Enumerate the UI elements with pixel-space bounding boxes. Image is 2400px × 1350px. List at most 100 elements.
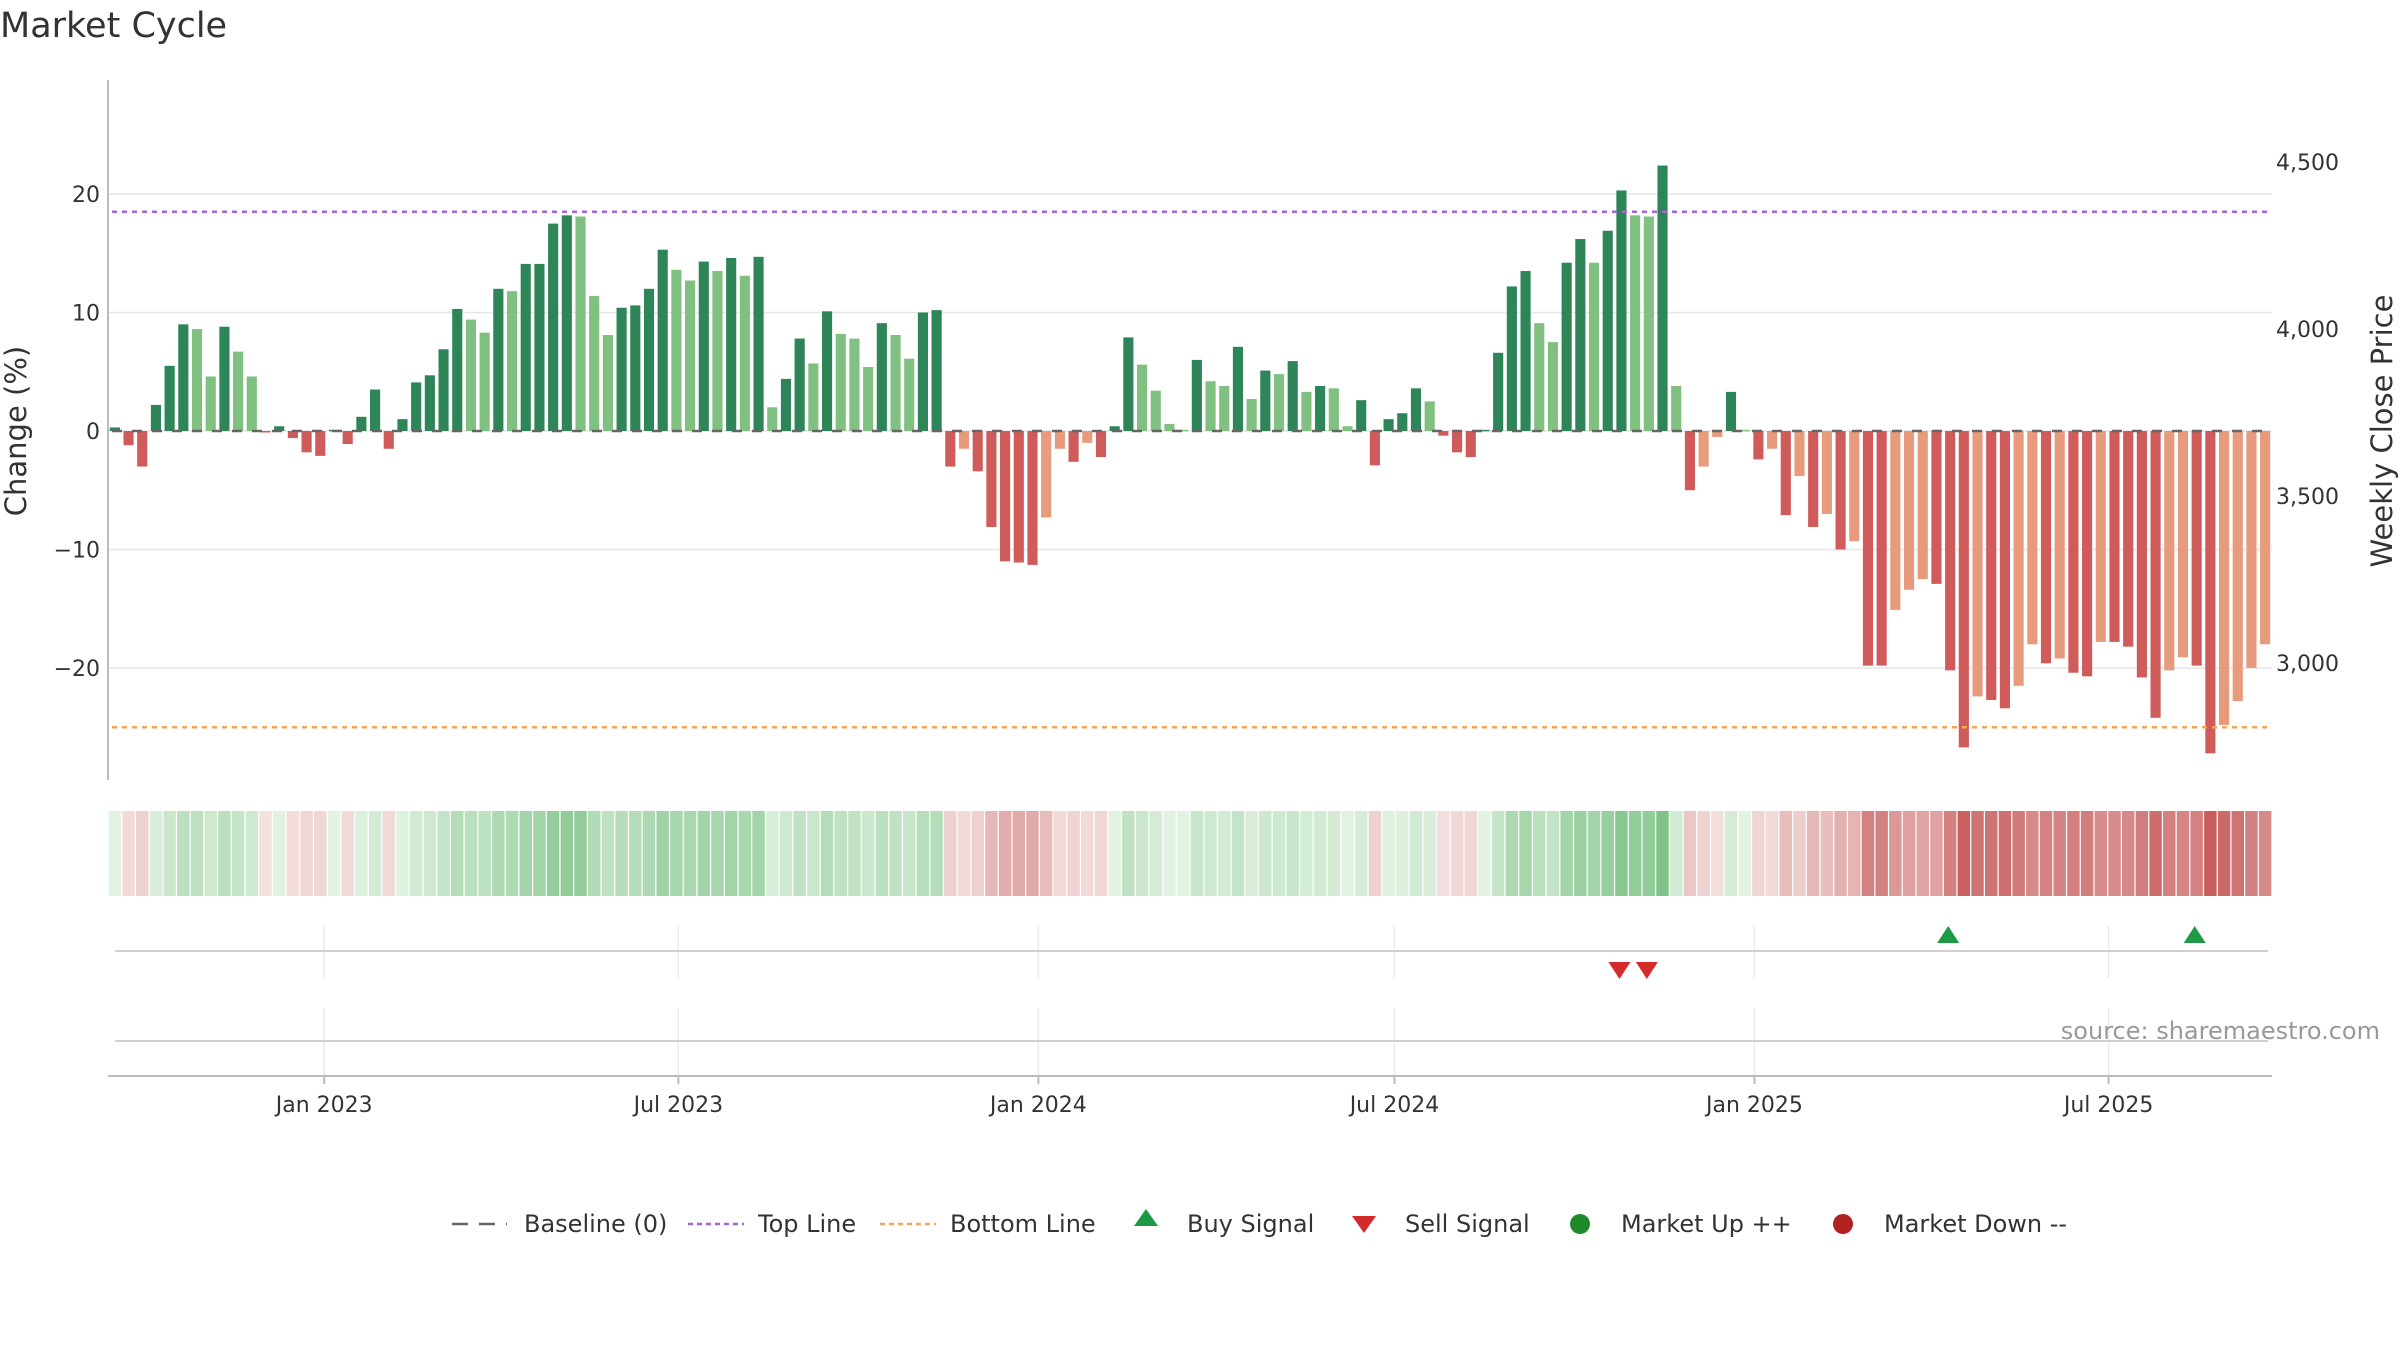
- heat-cell: [1081, 811, 1094, 896]
- bar: [1903, 431, 1915, 590]
- heat-cell: [1902, 811, 1916, 896]
- bar: [1246, 399, 1257, 431]
- heat-cell: [1587, 811, 1601, 896]
- heat-cell: [1560, 811, 1573, 896]
- bar: [863, 367, 874, 431]
- bar: [260, 431, 271, 433]
- legend-label: Bottom Line: [950, 1210, 1096, 1238]
- heat-cell: [1738, 811, 1751, 896]
- heat-cell: [546, 811, 560, 896]
- legend-label: Baseline (0): [524, 1210, 667, 1238]
- bar: [233, 351, 244, 431]
- bar: [219, 326, 230, 431]
- bar: [411, 382, 422, 431]
- heat-cell: [437, 811, 450, 896]
- bar: [123, 431, 134, 446]
- heat-cell: [985, 811, 998, 896]
- bar: [1328, 388, 1339, 431]
- bar: [1534, 323, 1545, 431]
- bar: [150, 404, 162, 431]
- heat-cell: [2176, 811, 2190, 896]
- chart-title: Market Cycle: [0, 6, 228, 46]
- legend-market-down-icon: [1833, 1214, 1853, 1234]
- heat-cell: [1916, 811, 1929, 896]
- heat-cell: [998, 811, 1012, 896]
- heat-cell: [2039, 811, 2053, 896]
- bar: [520, 263, 531, 431]
- heat-cell: [1286, 811, 1299, 896]
- heat-cell: [2135, 811, 2149, 896]
- bar: [2040, 431, 2052, 664]
- bar: [1931, 431, 1942, 584]
- bar: [657, 249, 668, 431]
- heat-cell: [1998, 811, 2012, 896]
- heat-cell: [1834, 811, 1847, 896]
- bar: [1383, 419, 1394, 431]
- reference-lines: [112, 210, 2272, 729]
- heat-cell: [135, 811, 149, 896]
- heat-cell: [629, 811, 642, 896]
- y-tick-label-right: 3,500: [2276, 485, 2339, 510]
- bar: [383, 431, 394, 449]
- heat-cell: [1820, 811, 1834, 896]
- bar: [2246, 431, 2257, 668]
- heat-cell: [409, 811, 423, 896]
- heat-cell: [2012, 811, 2025, 896]
- heat-cell: [108, 811, 122, 896]
- legend-buy-icon: [1134, 1209, 1158, 1226]
- heat-cell: [1889, 811, 1902, 896]
- bar: [1739, 429, 1750, 432]
- bar: [1506, 286, 1517, 431]
- heat-cell: [505, 811, 519, 896]
- bar: [1794, 431, 1805, 477]
- heat-cell: [1204, 811, 1217, 896]
- bar: [1424, 401, 1435, 431]
- bar: [370, 389, 381, 431]
- sell-signal-marker: [1608, 962, 1631, 979]
- bar: [808, 363, 819, 431]
- bar: [1000, 431, 1011, 562]
- legend-label: Market Down --: [1884, 1210, 2067, 1238]
- heat-cell: [1053, 811, 1067, 896]
- y-tick-label-right: 4,000: [2276, 318, 2339, 343]
- bar: [287, 431, 298, 439]
- bar: [794, 338, 805, 431]
- bar: [1890, 431, 1901, 610]
- bar: [2136, 431, 2147, 678]
- heat-cell: [451, 811, 464, 896]
- heat-cell: [286, 811, 300, 896]
- bar: [1835, 431, 1846, 550]
- x-tick-label: Jul 2023: [632, 1093, 724, 1118]
- bar: [2109, 431, 2120, 642]
- bar: [1712, 431, 1723, 437]
- heat-cell: [1533, 811, 1546, 896]
- heat-cell: [1382, 811, 1395, 896]
- bar: [137, 431, 148, 467]
- bar: [1917, 431, 1928, 580]
- bar: [1109, 426, 1120, 431]
- bar: [548, 223, 559, 431]
- y-tick-label-left: 20: [72, 183, 100, 208]
- bar: [1561, 262, 1572, 431]
- heat-cell: [957, 811, 971, 896]
- x-tick-label: Jul 2024: [1348, 1093, 1440, 1118]
- heat-cell: [1519, 811, 1532, 896]
- bar: [1630, 215, 1641, 431]
- heat-cell: [177, 811, 190, 896]
- heat-cell: [1752, 811, 1765, 896]
- bar: [1041, 431, 1052, 518]
- bar: [643, 288, 655, 431]
- heat-cell: [2080, 811, 2094, 896]
- x-tick-label: Jan 2023: [274, 1093, 373, 1118]
- bar: [1095, 431, 1107, 458]
- legend: Baseline (0) Top Line Bottom Line Buy Signa…: [452, 1209, 2067, 1238]
- bar: [1616, 190, 1627, 431]
- heat-cell: [1190, 811, 1204, 896]
- heat-cell: [1108, 811, 1121, 896]
- heat-cell: [1094, 811, 1108, 896]
- bar: [1547, 342, 1559, 431]
- heat-cell: [670, 811, 683, 896]
- bar: [945, 431, 956, 467]
- heat-cell: [245, 811, 259, 896]
